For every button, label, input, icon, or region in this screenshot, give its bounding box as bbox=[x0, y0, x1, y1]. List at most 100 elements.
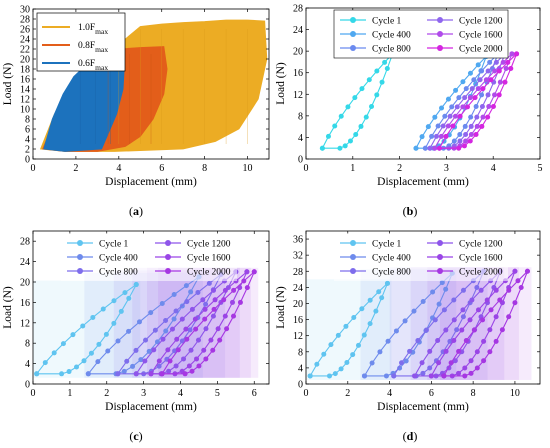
cycle-marker bbox=[154, 339, 160, 345]
cycle-marker bbox=[463, 131, 469, 137]
plot-frame bbox=[305, 230, 541, 385]
cycle-marker bbox=[133, 282, 139, 288]
cycle-loop bbox=[117, 273, 222, 375]
legend-label: Cycle 2000 bbox=[459, 268, 503, 278]
cycle-marker bbox=[377, 349, 383, 355]
cycle-marker bbox=[151, 347, 157, 353]
cycle-marker bbox=[451, 317, 457, 323]
cycle-marker bbox=[497, 297, 503, 303]
cycle-marker bbox=[441, 373, 447, 379]
cycle-marker bbox=[221, 297, 227, 303]
cycle-marker bbox=[488, 77, 494, 83]
cycle-marker bbox=[479, 92, 485, 98]
cycle-marker bbox=[194, 356, 200, 362]
cycle-marker bbox=[384, 280, 390, 286]
cycle-marker bbox=[66, 369, 72, 375]
cycle-marker bbox=[467, 95, 473, 101]
cycle-marker bbox=[475, 307, 481, 313]
x-axis-label: Displacement (mm) bbox=[105, 176, 197, 188]
y-tick-label: 16 bbox=[20, 298, 30, 309]
cycle-marker bbox=[438, 133, 444, 139]
cycle-marker bbox=[138, 357, 144, 363]
legend-label: Cycle 400 bbox=[99, 254, 138, 264]
cycle-marker bbox=[483, 77, 489, 83]
cycle-marker bbox=[468, 131, 474, 137]
cycle-loop bbox=[430, 270, 516, 377]
legend-label: Cycle 2000 bbox=[187, 268, 231, 278]
cycle-marker bbox=[472, 95, 478, 101]
cycle-marker bbox=[452, 113, 458, 119]
cycle-marker bbox=[88, 350, 94, 356]
legend-label: Cycle 2000 bbox=[459, 45, 503, 55]
x-tick-label: 10 bbox=[243, 163, 253, 174]
cycle-marker bbox=[179, 338, 185, 344]
cycle-marker bbox=[423, 327, 429, 333]
cycle-marker bbox=[487, 327, 493, 333]
cycle-marker bbox=[222, 287, 228, 293]
panel-label: (b) bbox=[403, 204, 418, 218]
cycle-marker bbox=[461, 143, 467, 149]
cycle-marker bbox=[456, 95, 462, 101]
legend: Cycle 1 Cycle 400 Cycle 800 Cycle 1200 Cycle… bbox=[61, 233, 237, 281]
cycle-marker bbox=[133, 347, 139, 353]
legend-label: Cycle 800 bbox=[99, 268, 138, 278]
x-tick-label: 1 bbox=[350, 163, 355, 174]
cycle-marker bbox=[450, 123, 456, 129]
cycle-marker bbox=[124, 358, 130, 364]
cycle-marker bbox=[486, 104, 492, 110]
cycle-marker bbox=[42, 360, 48, 366]
cycle-marker bbox=[481, 358, 487, 364]
legend-label: Cycle 1 bbox=[99, 240, 129, 250]
cycle-marker bbox=[493, 287, 499, 293]
legend-label: 0.8Fmax bbox=[78, 41, 108, 54]
cycle-marker bbox=[367, 321, 373, 327]
cycle-marker bbox=[143, 337, 149, 343]
y-tick-label: 8 bbox=[298, 347, 303, 358]
cycle-marker bbox=[115, 371, 121, 377]
y-axis-label: Load (N) bbox=[2, 63, 14, 106]
cycle-marker bbox=[419, 134, 425, 140]
cycle-loop bbox=[321, 53, 394, 149]
cycle-marker bbox=[443, 327, 449, 333]
cycle-marker bbox=[435, 123, 441, 129]
cycle-marker bbox=[332, 123, 338, 129]
cycle-marker bbox=[485, 114, 491, 120]
legend-label: Cycle 1200 bbox=[187, 240, 231, 250]
legend-marker bbox=[165, 240, 171, 246]
cycle-marker bbox=[427, 145, 433, 151]
legend-label: Cycle 1200 bbox=[459, 240, 503, 250]
cycle-marker bbox=[518, 285, 524, 291]
cycle-marker bbox=[379, 79, 385, 85]
cycle-marker bbox=[362, 373, 367, 379]
cycle-marker bbox=[319, 145, 325, 151]
cycle-marker bbox=[251, 269, 257, 275]
cycle-marker bbox=[460, 104, 466, 110]
cycle-marker bbox=[126, 295, 132, 301]
cycle-marker bbox=[183, 326, 189, 332]
cycle-marker bbox=[307, 373, 313, 379]
y-tick-label: 20 bbox=[293, 299, 303, 310]
y-tick-label: 0 bbox=[298, 155, 303, 166]
cycle-marker bbox=[359, 306, 365, 312]
cycle-marker bbox=[488, 307, 494, 313]
cycle-marker bbox=[156, 363, 162, 369]
panel-a: 0 2 4 6 8 10024681012141618202224262830Displa… bbox=[2, 5, 270, 218]
cycle-marker bbox=[337, 145, 343, 151]
cycle-marker bbox=[351, 314, 357, 320]
cycle-marker bbox=[369, 360, 375, 366]
cycle-marker bbox=[506, 287, 512, 293]
cycle-marker bbox=[415, 338, 421, 344]
panel-label: (a) bbox=[129, 204, 143, 218]
cycle-marker bbox=[460, 314, 466, 320]
cycle-marker bbox=[203, 356, 209, 362]
cycle-loop bbox=[87, 276, 200, 375]
cycle-marker bbox=[352, 95, 358, 101]
cycle-marker bbox=[210, 347, 216, 353]
x-tick-label: 2 bbox=[397, 163, 402, 174]
y-tick-label: 32 bbox=[293, 251, 303, 262]
y-tick-label: 0 bbox=[25, 380, 30, 391]
cycle-marker bbox=[328, 342, 334, 348]
cycle-marker bbox=[436, 145, 442, 151]
y-axis-label: Load (N) bbox=[275, 62, 287, 105]
cycle-marker bbox=[90, 314, 96, 320]
